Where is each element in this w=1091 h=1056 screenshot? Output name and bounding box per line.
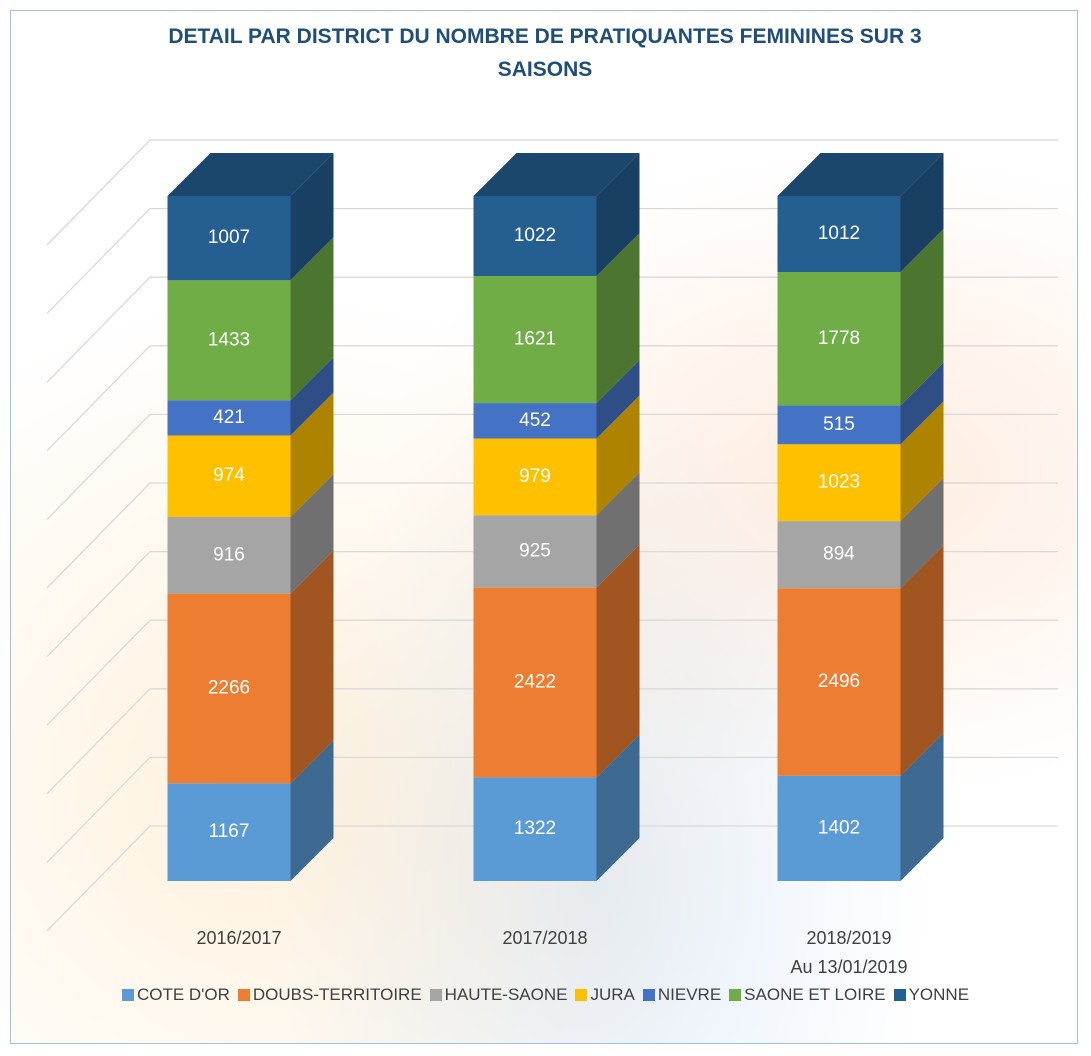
legend-label: COTE D'OR — [137, 985, 230, 1005]
legend-label: DOUBS-TERRITOIRE — [253, 985, 422, 1005]
data-label: 421 — [213, 407, 245, 428]
data-label: 2266 — [208, 678, 250, 699]
x-tick-label: 2018/2019 — [806, 928, 891, 948]
data-label: 515 — [823, 414, 855, 435]
data-label: 1621 — [514, 329, 556, 350]
legend-item: YONNE — [894, 985, 969, 1005]
legend-swatch — [575, 989, 587, 1001]
legend-item: DOUBS-TERRITOIRE — [238, 985, 422, 1005]
legend-swatch — [122, 989, 134, 1001]
data-label: 1778 — [818, 328, 860, 349]
data-label: 979 — [519, 466, 551, 487]
data-label: 925 — [519, 540, 551, 561]
legend-item: COTE D'OR — [122, 985, 230, 1005]
legend: COTE D'OR DOUBS-TERRITOIRE HAUTE-SAONE JURA… — [0, 985, 1091, 1005]
legend-label: JURA — [590, 985, 634, 1005]
data-label: 1322 — [514, 818, 556, 839]
legend-item: HAUTE-SAONE — [430, 985, 568, 1005]
bar-segment — [168, 153, 334, 280]
data-label: 452 — [519, 410, 551, 431]
legend-swatch — [238, 989, 250, 1001]
data-label: 894 — [823, 544, 855, 565]
legend-swatch — [894, 989, 906, 1001]
annotation: Au 13/01/2019 — [790, 957, 907, 977]
page: DETAIL PAR DISTRICT DU NOMBRE DE PRATIQU… — [0, 0, 1091, 1056]
legend-swatch — [729, 989, 741, 1001]
bar-segment — [474, 153, 640, 276]
legend-swatch — [643, 989, 655, 1001]
data-label: 1433 — [208, 329, 250, 350]
data-label: 1167 — [209, 821, 250, 842]
data-label: 1007 — [208, 227, 250, 248]
data-label: 916 — [213, 544, 245, 565]
data-label: 1022 — [514, 225, 556, 246]
chart: 1167 2266 916 974 421 1433 1007 2016/2017 1322 24… — [0, 0, 1091, 1056]
legend-item: JURA — [575, 985, 634, 1005]
data-label: 2422 — [514, 672, 556, 693]
legend-label: YONNE — [909, 985, 969, 1005]
legend-item: SAONE ET LOIRE — [729, 985, 885, 1005]
legend-label: SAONE ET LOIRE — [744, 985, 885, 1005]
data-label: 1023 — [818, 472, 860, 493]
data-label: 2496 — [818, 671, 860, 692]
data-label: 1012 — [818, 223, 860, 244]
legend-item: NIEVRE — [643, 985, 721, 1005]
legend-label: HAUTE-SAONE — [445, 985, 568, 1005]
data-label: 974 — [213, 465, 245, 486]
x-tick-label: 2016/2017 — [196, 928, 281, 948]
legend-label: NIEVRE — [658, 985, 721, 1005]
x-tick-label: 2017/2018 — [502, 928, 587, 948]
legend-swatch — [430, 989, 442, 1001]
data-label: 1402 — [818, 817, 860, 838]
